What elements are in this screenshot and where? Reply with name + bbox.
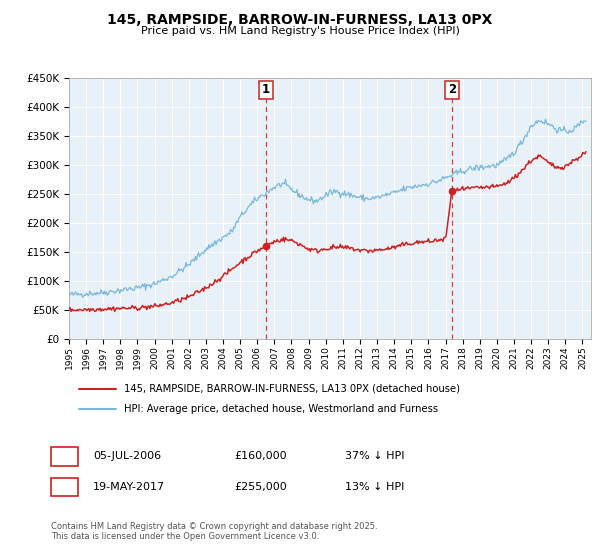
Text: 13% ↓ HPI: 13% ↓ HPI [345,482,404,492]
Text: 37% ↓ HPI: 37% ↓ HPI [345,451,404,461]
Text: 2: 2 [61,480,68,494]
Text: Price paid vs. HM Land Registry's House Price Index (HPI): Price paid vs. HM Land Registry's House … [140,26,460,36]
Text: HPI: Average price, detached house, Westmorland and Furness: HPI: Average price, detached house, West… [124,404,438,414]
Text: £160,000: £160,000 [234,451,287,461]
Text: This data is licensed under the Open Government Licence v3.0.: This data is licensed under the Open Gov… [51,532,319,541]
Text: Contains HM Land Registry data © Crown copyright and database right 2025.: Contains HM Land Registry data © Crown c… [51,522,377,531]
Text: 1: 1 [61,450,68,463]
Text: 1: 1 [262,83,270,96]
Text: 19-MAY-2017: 19-MAY-2017 [93,482,165,492]
Text: 2: 2 [448,83,456,96]
Text: 145, RAMPSIDE, BARROW-IN-FURNESS, LA13 0PX: 145, RAMPSIDE, BARROW-IN-FURNESS, LA13 0… [107,13,493,27]
Text: £255,000: £255,000 [234,482,287,492]
Text: 145, RAMPSIDE, BARROW-IN-FURNESS, LA13 0PX (detached house): 145, RAMPSIDE, BARROW-IN-FURNESS, LA13 0… [124,384,460,394]
Text: 05-JUL-2006: 05-JUL-2006 [93,451,161,461]
